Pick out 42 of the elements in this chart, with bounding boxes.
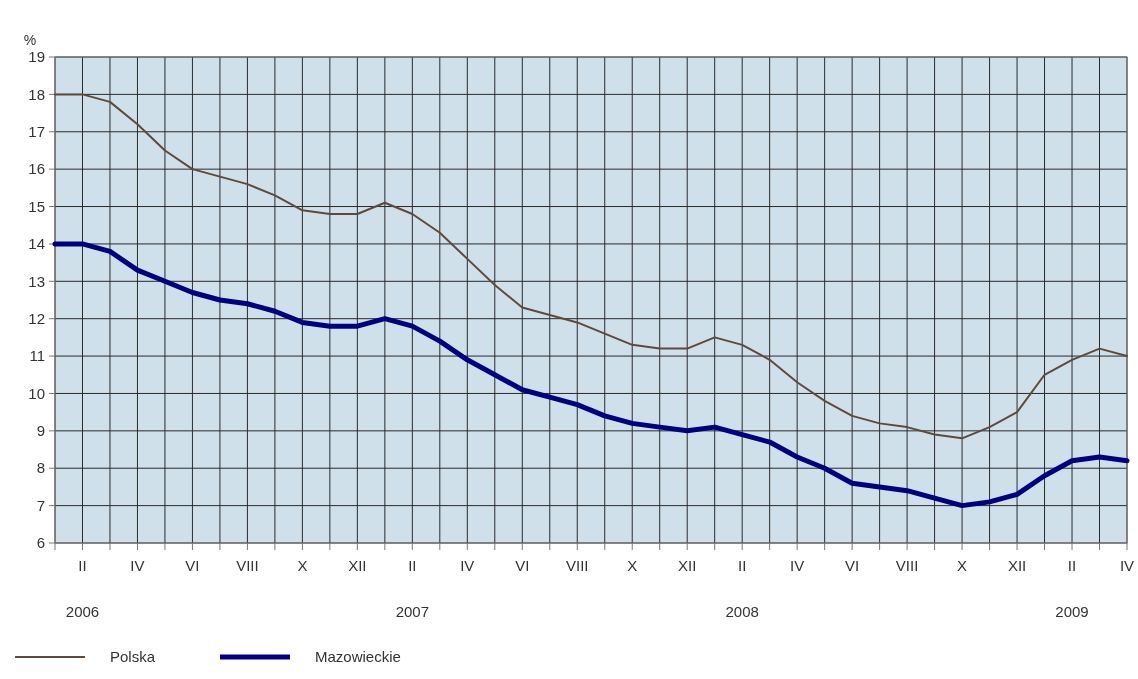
x-tick-label: IV [460, 557, 475, 574]
x-tick-label: VI [185, 557, 200, 574]
line-series [54, 93, 1128, 440]
y-tick-label: 15 [28, 197, 45, 215]
y-tick-label: 10 [28, 384, 45, 402]
x-tick-label: X [297, 557, 308, 574]
y-tick-label: 6 [36, 534, 45, 552]
x-tick-label: IV [1119, 557, 1135, 574]
x-tick-label: X [627, 557, 638, 574]
y-tick-label: 19 [28, 48, 45, 66]
text: 2009 [1055, 603, 1089, 620]
x-tick-label: IV [790, 557, 805, 574]
x-tick-label: VI [515, 557, 530, 574]
legend-label: Polska [110, 648, 156, 666]
text: 2006 [65, 603, 100, 620]
x-tick-label: II [408, 557, 417, 574]
x-tick-label: IV [130, 557, 145, 574]
x-tick-label: II [1067, 557, 1077, 574]
x-tick-label: VI [845, 557, 860, 574]
x-tick-label: II [738, 557, 747, 574]
text: 2008 [725, 603, 759, 620]
x-tick-label: XII [678, 557, 697, 574]
y-tick-label: 7 [36, 496, 45, 514]
y-tick-label: 17 [28, 123, 45, 141]
y-tick-label: 13 [28, 272, 45, 290]
y-tick-label: 14 [28, 235, 45, 253]
legend-label: Mazowieckie [315, 648, 401, 666]
x-tick-label: VIII [895, 557, 919, 574]
x-tick-label: XII [348, 557, 367, 574]
y-tick-label: 16 [28, 160, 45, 178]
y-tick-label: 18 [28, 85, 45, 103]
text: 2007 [395, 603, 430, 620]
x-tick-label: VIII [236, 557, 259, 574]
y-tick-label: 9 [36, 422, 45, 440]
x-tick-label: XII [1007, 557, 1027, 574]
x-tick-label: X [957, 557, 968, 574]
y-tick-label: 8 [36, 459, 45, 477]
x-tick-label: II [78, 557, 87, 574]
y-tick-label: 11 [29, 347, 45, 365]
y-tick-label: 12 [28, 309, 45, 327]
y-axis-title: % [23, 32, 37, 48]
x-tick-label: VIII [566, 557, 589, 574]
